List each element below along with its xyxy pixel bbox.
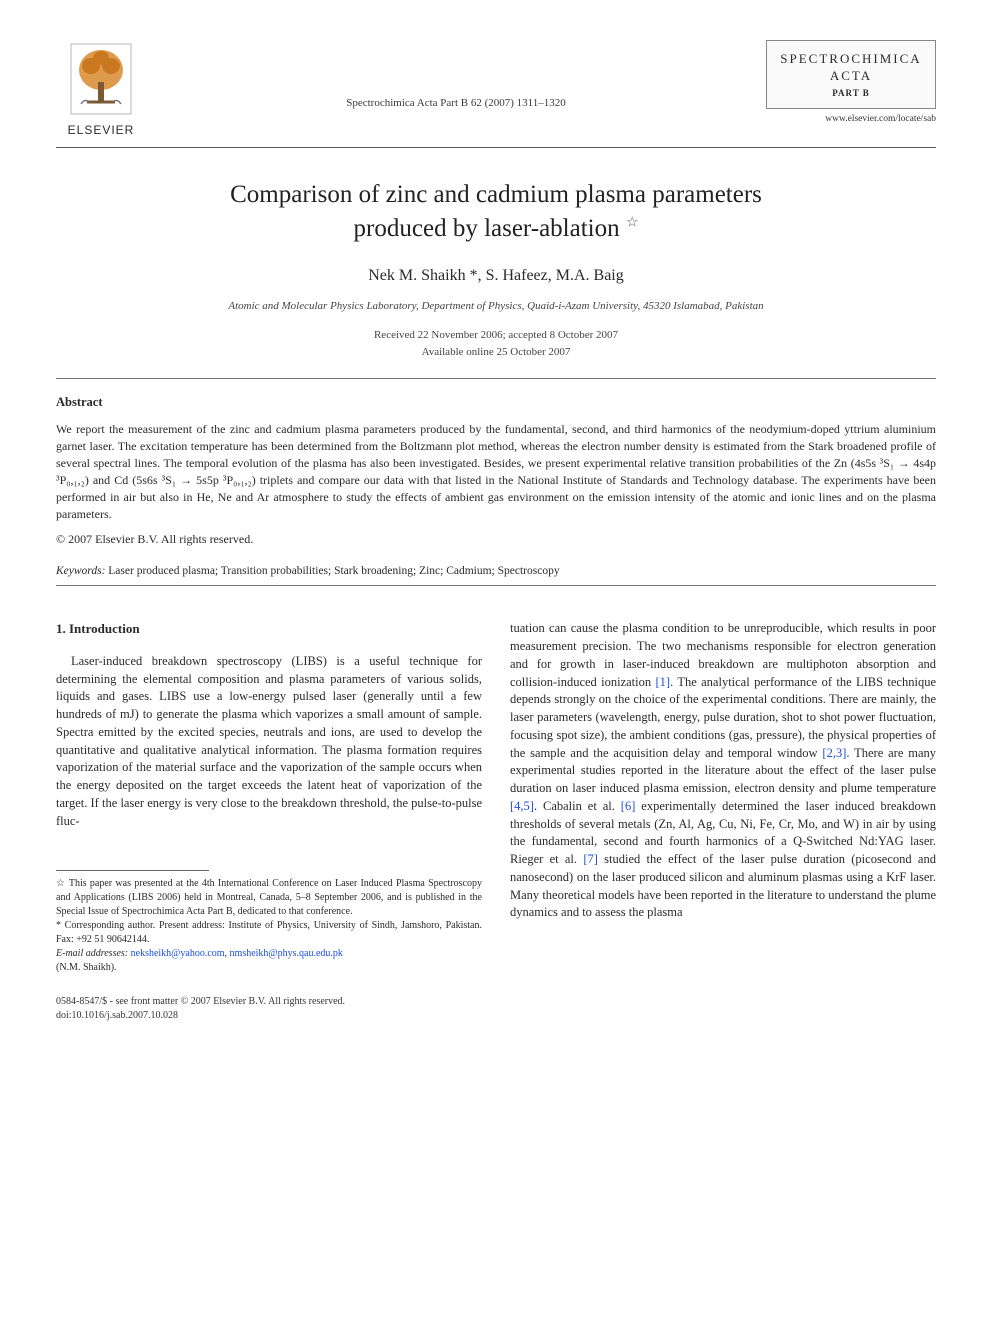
- article-dates: Received 22 November 2006; accepted 8 Oc…: [56, 327, 936, 360]
- email-2[interactable]: nmsheikh@phys.qau.edu.pk: [230, 948, 343, 959]
- elsevier-tree-icon: [67, 40, 135, 118]
- doi-line: doi:10.1016/j.sab.2007.10.028: [56, 1010, 178, 1021]
- title-line-2: produced by laser-ablation: [354, 215, 620, 242]
- citation: Spectrochimica Acta Part B 62 (2007) 131…: [146, 40, 766, 112]
- footnote-conference: ☆ This paper was presented at the 4th In…: [56, 877, 482, 919]
- email-1[interactable]: neksheikh@yahoo.com: [131, 948, 225, 959]
- received-date: Received 22 November 2006; accepted 8 Oc…: [374, 329, 618, 341]
- intro-paragraph-2: tuation can cause the plasma condition t…: [510, 620, 936, 922]
- abstract-body: We report the measurement of the zinc an…: [56, 421, 936, 523]
- journal-name-2: ACTA: [775, 68, 927, 85]
- issn-line: 0584-8547/$ - see front matter © 2007 El…: [56, 996, 345, 1007]
- intro-paragraph-1: Laser-induced breakdown spectroscopy (LI…: [56, 653, 482, 831]
- body-columns: 1. Introduction Laser-induced breakdown …: [56, 620, 936, 975]
- journal-url[interactable]: www.elsevier.com/locate/sab: [766, 113, 936, 127]
- column-right: tuation can cause the plasma condition t…: [510, 620, 936, 975]
- authors: Nek M. Shaikh *, S. Hafeez, M.A. Baig: [56, 264, 936, 287]
- journal-box-wrap: SPECTROCHIMICA ACTA PART B www.elsevier.…: [766, 40, 936, 127]
- ref-link-2-3[interactable]: [2,3]: [822, 746, 846, 760]
- copyright: © 2007 Elsevier B.V. All rights reserved…: [56, 531, 936, 548]
- online-date: Available online 25 October 2007: [422, 346, 571, 358]
- page-header: ELSEVIER Spectrochimica Acta Part B 62 (…: [56, 40, 936, 139]
- footnote-corresponding: * Corresponding author. Present address:…: [56, 919, 482, 947]
- journal-box: SPECTROCHIMICA ACTA PART B: [766, 40, 936, 109]
- publisher-logo: ELSEVIER: [56, 40, 146, 139]
- abstract-heading: Abstract: [56, 393, 936, 411]
- ref-link-6[interactable]: [6]: [621, 799, 636, 813]
- footnote-star-text: ☆ This paper was presented at the 4th In…: [56, 878, 482, 917]
- keywords-label: Keywords:: [56, 565, 105, 577]
- abstract-top-rule: [56, 378, 936, 379]
- title-line-1: Comparison of zinc and cadmium plasma pa…: [230, 181, 762, 208]
- publisher-name: ELSEVIER: [68, 122, 135, 139]
- email-label: E-mail addresses:: [56, 948, 131, 959]
- footnote-corr-text: * Corresponding author. Present address:…: [56, 920, 482, 945]
- ref-link-7[interactable]: [7]: [583, 852, 598, 866]
- footer-meta: 0584-8547/$ - see front matter © 2007 El…: [56, 995, 936, 1023]
- email-tail: (N.M. Shaikh).: [56, 962, 117, 973]
- affiliation: Atomic and Molecular Physics Laboratory,…: [56, 299, 936, 315]
- footnote-rule: [56, 870, 209, 871]
- column-left: 1. Introduction Laser-induced breakdown …: [56, 620, 482, 975]
- section-1-heading: 1. Introduction: [56, 620, 482, 638]
- header-rule: [56, 147, 936, 148]
- keywords: Keywords: Laser produced plasma; Transit…: [56, 563, 936, 580]
- abstract-bottom-rule: [56, 585, 936, 586]
- journal-name-1: SPECTROCHIMICA: [775, 51, 927, 68]
- ref-link-4-5[interactable]: [4,5]: [510, 799, 534, 813]
- ref-link-1[interactable]: [1]: [656, 675, 671, 689]
- keywords-text: Laser produced plasma; Transition probab…: [105, 565, 559, 577]
- col2-d: . Cabalin et al.: [534, 799, 621, 813]
- journal-part: PART B: [775, 87, 927, 100]
- article-title: Comparison of zinc and cadmium plasma pa…: [56, 178, 936, 246]
- title-footnote-star-icon: ☆: [626, 216, 639, 231]
- footnote-emails: E-mail addresses: neksheikh@yahoo.com, n…: [56, 947, 482, 975]
